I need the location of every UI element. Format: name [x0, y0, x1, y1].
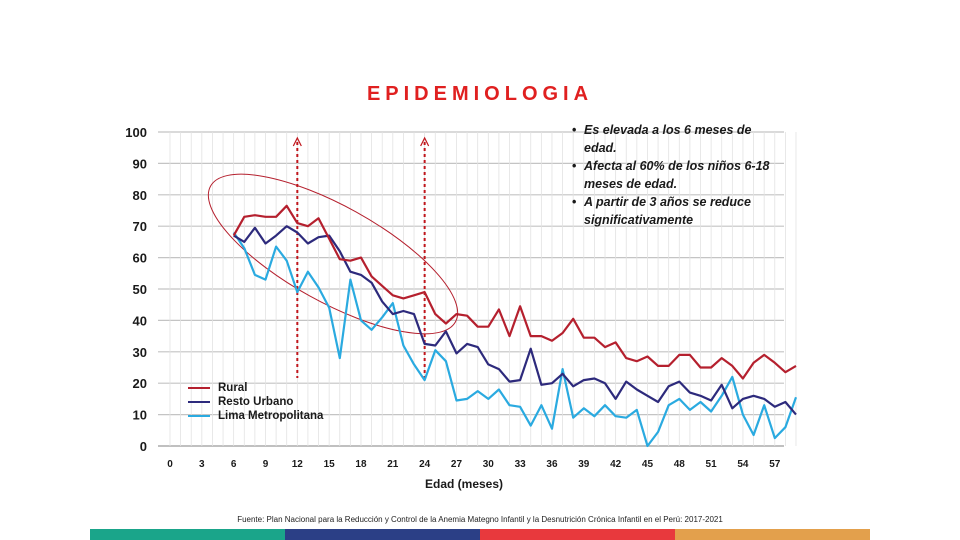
note-item: A partir de 3 años se reduce significati…	[572, 194, 772, 229]
x-tick-label: 3	[199, 459, 205, 470]
highlight-ellipse	[207, 173, 459, 335]
x-tick-label: 0	[167, 459, 173, 470]
x-tick-label: 48	[674, 459, 686, 470]
y-tick-label: 20	[133, 376, 147, 391]
series-line-rural	[232, 204, 797, 380]
footer-color-bar	[675, 529, 870, 540]
legend-item-lima: Lima Metropolitana	[188, 409, 323, 423]
x-tick-label: 15	[324, 459, 336, 470]
x-tick-label: 45	[642, 459, 654, 470]
legend-item-rural: Rural	[188, 381, 323, 395]
footer-color-bar	[90, 529, 285, 540]
y-tick-label: 50	[133, 282, 147, 297]
x-tick-label: 12	[292, 459, 304, 470]
legend-label: Rural	[218, 382, 248, 394]
y-tick-label: 10	[133, 408, 147, 423]
legend-label: Lima Metropolitana	[218, 410, 324, 422]
y-tick-label: 70	[133, 219, 147, 234]
highlight-ellipse-shape	[207, 173, 459, 335]
note-item: Afecta al 60% de los niños 6-18 meses de…	[572, 158, 772, 193]
y-tick-label: 0	[140, 439, 147, 454]
y-tick-label: 90	[133, 156, 147, 171]
x-tick-label: 42	[610, 459, 622, 470]
legend-swatch-rural	[188, 386, 210, 390]
x-tick-label: 54	[737, 459, 749, 470]
x-tick-label: 24	[419, 459, 431, 470]
note-item: Es elevada a los 6 meses de edad.	[572, 122, 772, 157]
page-title: EPIDEMIOLOGIA	[366, 83, 594, 105]
y-tick-label: 100	[125, 125, 147, 140]
x-axis-label: Edad (meses)	[425, 477, 503, 491]
x-tick-label: 33	[515, 459, 527, 470]
chart-legend: Rural Resto Urbano Lima Metropolitana	[188, 381, 323, 423]
reference-lines	[292, 136, 430, 378]
legend-label: Resto Urbano	[218, 396, 294, 408]
series-line-lima-metropolitana	[232, 231, 798, 448]
x-axis-ticks: 0 3 6 9 12 15 18 21 24 27 30 33 36 39 42 45 48 51 54 57	[167, 459, 781, 470]
x-tick-label: 30	[483, 459, 495, 470]
y-tick-label: 40	[133, 313, 147, 328]
source-caption: Fuente: Plan Nacional para la Reducción …	[237, 515, 723, 524]
x-tick-label: 57	[769, 459, 781, 470]
x-tick-label: 51	[706, 459, 718, 470]
y-tick-label: 30	[133, 345, 147, 360]
x-tick-label: 18	[355, 459, 367, 470]
chart-series	[232, 204, 798, 448]
y-axis-ticks: 0 10 20 30 40 50 60 70 80 90 100	[125, 125, 147, 454]
x-tick-label: 36	[546, 459, 558, 470]
legend-swatch-lima	[188, 414, 210, 418]
reference-arrow-head	[292, 136, 302, 147]
x-tick-label: 39	[578, 459, 590, 470]
y-tick-label: 60	[133, 251, 147, 266]
footer-color-bar	[480, 529, 675, 540]
x-tick-label: 21	[387, 459, 399, 470]
y-tick-label: 80	[133, 188, 147, 203]
legend-item-resto-urbano: Resto Urbano	[188, 395, 323, 409]
legend-swatch-resto-urbano	[188, 400, 210, 404]
x-tick-label: 27	[451, 459, 463, 470]
x-tick-label: 9	[263, 459, 269, 470]
footer-color-bar	[285, 529, 480, 540]
reference-arrow-head	[420, 136, 430, 147]
annotation-notes: Es elevada a los 6 meses de edad. Afecta…	[572, 122, 772, 230]
x-tick-label: 6	[231, 459, 237, 470]
